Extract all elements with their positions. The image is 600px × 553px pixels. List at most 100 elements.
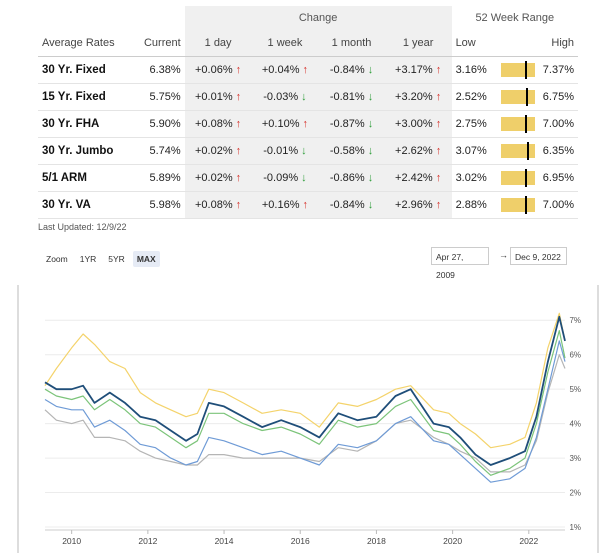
arrow-up-icon: ↑ (432, 172, 442, 184)
range-low: 2.75% (451, 110, 539, 138)
range-bar (500, 115, 535, 133)
change-week: -0.03% ↓ (251, 83, 319, 111)
range-low-value: 3.02% (455, 171, 487, 184)
col-header-high: High (538, 30, 578, 57)
range-high: 6.95% (538, 164, 578, 192)
rate-name: 5/1 ARM (38, 164, 130, 192)
rate-name-value: 5/1 ARM (42, 172, 87, 184)
range-low-value: 2.88% (455, 198, 487, 211)
x-tick-label: 2020 (443, 536, 462, 546)
table-row: 30 Yr. VA 5.98% +0.08% ↑ +0.16% ↑ -0.84% ↓ +2… (38, 191, 578, 219)
change-year-value: +2.42% (395, 172, 433, 184)
rate-current: 5.75% (129, 83, 185, 111)
table-row: 15 Yr. Fixed 5.75% +0.01% ↑ -0.03% ↓ -0.81% … (38, 83, 578, 111)
arrow-up-icon: ↑ (232, 91, 242, 103)
arrow-up-icon: ↑ (432, 145, 442, 157)
col-header-1day: 1 day (184, 30, 252, 57)
rates-history-chart: 1% 2% 3% 4% 5% 6% 7% 2010 2012 2014 2016 2018 2020 20… (17, 285, 599, 553)
x-tick-label: 2014 (215, 536, 234, 546)
change-week-value: +0.10% (261, 118, 300, 130)
rate-current: 6.38% (129, 56, 185, 84)
rates-table-body: 30 Yr. Fixed 6.38% +0.06% ↑ +0.04% ↑ -0.84% … (38, 56, 578, 219)
range-bar (500, 169, 535, 187)
y-tick-label: 7% (569, 316, 581, 325)
table-row: 30 Yr. Jumbo 5.74% +0.02% ↑ -0.01% ↓ -0.58% … (38, 137, 578, 165)
change-week-value: +0.16% (261, 199, 300, 211)
change-month: -0.87% ↓ (318, 110, 385, 138)
arrow-up-icon: ↑ (232, 145, 242, 157)
range-low: 2.88% (451, 191, 539, 219)
change-year: +2.62% ↑ (384, 137, 452, 165)
arrow-up-icon: ↑ (232, 172, 242, 184)
change-week: -0.01% ↓ (251, 137, 319, 165)
y-tick-label: 2% (569, 489, 581, 498)
arrow-up-icon: ↑ (432, 64, 442, 76)
rate-name-value: 15 Yr. Fixed (42, 91, 106, 103)
range-bar (500, 61, 535, 79)
change-week-value: -0.01% (263, 145, 299, 157)
rate-name-value: 30 Yr. Jumbo (42, 145, 114, 157)
last-updated: Last Updated: 12/9/22 (38, 222, 127, 232)
change-week-value: -0.09% (263, 172, 299, 184)
zoom-max-button[interactable]: MAX (132, 251, 160, 267)
arrow-up-icon: ↑ (299, 64, 309, 76)
date-from-input[interactable]: Apr 27, 2009 (431, 247, 489, 280)
date-to-input[interactable]: Dec 9, 2022 (510, 247, 567, 265)
change-month-value: -0.84% (329, 199, 365, 211)
change-month: -0.58% ↓ (318, 137, 385, 165)
range-high-value: 6.35% (542, 145, 574, 157)
table-row: 30 Yr. Fixed 6.38% +0.06% ↑ +0.04% ↑ -0.84% … (38, 56, 578, 84)
change-week: -0.09% ↓ (251, 164, 319, 192)
series-line (44, 330, 566, 476)
col-header-1month: 1 month (318, 30, 385, 57)
rate-current-value: 5.75% (149, 91, 181, 103)
arrow-down-icon: ↓ (364, 118, 374, 130)
x-tick-label: 2018 (367, 536, 386, 546)
range-low-value: 3.07% (455, 144, 487, 157)
change-month: -0.84% ↓ (318, 191, 385, 219)
range-low: 3.02% (451, 164, 539, 192)
range-low-value: 2.75% (455, 117, 487, 130)
range-low: 2.52% (451, 83, 539, 111)
change-month: -0.81% ↓ (318, 83, 385, 111)
arrow-up-icon: ↑ (232, 199, 242, 211)
y-tick-label: 6% (569, 351, 581, 360)
y-tick-label: 4% (569, 420, 581, 429)
series-line (44, 354, 566, 473)
y-tick-label: 5% (569, 385, 581, 394)
rate-current: 5.90% (129, 110, 185, 138)
col-header-1week: 1 week (251, 30, 319, 57)
x-tick-label: 2012 (138, 536, 157, 546)
x-tick-label: 2016 (291, 536, 310, 546)
range-high-value: 7.00% (542, 118, 574, 130)
range-header: 52 Week Range (475, 12, 555, 24)
change-week: +0.10% ↑ (251, 110, 319, 138)
change-month: -0.86% ↓ (318, 164, 385, 192)
arrow-up-icon: ↑ (432, 118, 442, 130)
y-tick-label: 3% (569, 454, 581, 463)
rate-name-value: 30 Yr. FHA (42, 118, 100, 130)
change-day: +0.06% ↑ (184, 56, 252, 84)
change-year: +2.42% ↑ (384, 164, 452, 192)
range-high-value: 7.00% (542, 199, 574, 211)
rate-current: 5.98% (129, 191, 185, 219)
change-day: +0.01% ↑ (184, 83, 252, 111)
range-current-marker (524, 169, 527, 187)
change-day-value: +0.01% (195, 91, 233, 103)
zoom-5yr-button[interactable]: 5YR (108, 254, 125, 264)
arrow-down-icon: ↓ (298, 172, 307, 184)
zoom-1yr-button[interactable]: 1YR (79, 254, 97, 264)
arrow-up-icon: ↑ (432, 91, 442, 103)
date-range-arrow: → (499, 250, 508, 260)
range-low: 3.07% (451, 137, 539, 165)
table-row: 5/1 ARM 5.89% +0.02% ↑ -0.09% ↓ -0.86% ↓ +2.4… (38, 164, 578, 192)
change-year: +3.00% ↑ (384, 110, 452, 138)
range-high-value: 6.75% (542, 91, 574, 103)
x-tick-label: 2022 (519, 536, 538, 546)
arrow-down-icon: ↓ (364, 199, 374, 211)
range-high: 7.37% (538, 56, 578, 84)
change-week-value: -0.03% (263, 91, 299, 103)
range-high-value: 6.95% (542, 172, 574, 184)
change-day-value: +0.06% (195, 64, 233, 76)
change-day-value: +0.08% (195, 118, 233, 130)
